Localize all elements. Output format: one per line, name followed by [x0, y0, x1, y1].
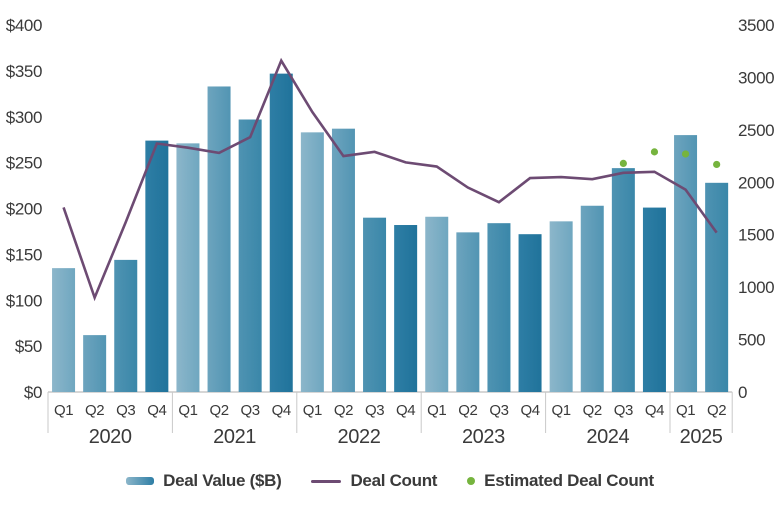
estimated-deal-count-dot: [619, 159, 627, 168]
year-label: 2021: [213, 426, 256, 448]
deal-value-bar-2022-q2: [331, 128, 355, 393]
deal-value-bar-2022-q4: [394, 225, 418, 392]
deal-value-bar-2024-q1: [549, 221, 573, 392]
estimated-deal-count-dot: [681, 150, 690, 158]
legend-item-deal-value: Deal Value ($B): [126, 471, 282, 491]
quarter-label: Q4: [396, 402, 415, 419]
right-axis-tick-label: 0: [738, 383, 747, 402]
quarter-label: Q4: [520, 402, 539, 419]
estimated-deal-count-dot: [713, 160, 721, 169]
left-axis-tick-label: $0: [24, 383, 42, 402]
deal-count-line-swatch-icon: [311, 479, 342, 483]
quarter-label: Q3: [116, 402, 135, 419]
right-axis-tick-label: 1000: [738, 278, 774, 297]
year-label: 2024: [586, 426, 629, 448]
deal-activity-chart: $0 $50 $100 $150 $200 $250 $300 $350 $400 0 500 100…: [6, 16, 775, 448]
left-axis-tick-label: $400: [6, 16, 42, 35]
left-axis-tick-label: $150: [6, 245, 42, 264]
quarter-label: Q3: [614, 402, 633, 419]
quarter-label: Q3: [489, 402, 508, 419]
right-axis-tick-label: 2000: [738, 173, 774, 192]
estimated-deal-count-dot: [650, 148, 659, 156]
deal-value-bar-2024-q2: [580, 205, 604, 392]
deal-value-bar-2021-q2: [207, 86, 231, 392]
left-axis-tick-label: $350: [6, 62, 42, 81]
deal-value-bar-2021-q1: [176, 143, 200, 392]
deal-value-bar-2020-q3: [114, 259, 138, 392]
left-axis-tick-label: $50: [15, 337, 42, 356]
right-axis-tick-label: 3000: [738, 68, 774, 87]
left-axis-tick-label: $100: [6, 291, 42, 310]
deal-count-line: [62, 57, 718, 302]
deal-value-bar-2024-q4: [642, 207, 666, 392]
left-axis-tick-label: $200: [6, 200, 42, 219]
deal-value-bar-2023-q1: [425, 216, 449, 392]
legend-label-estimated-deal-count: Estimated Deal Count: [484, 471, 654, 490]
right-axis-tick-label: 500: [738, 331, 765, 350]
deal-value-bar-swatch-icon: [126, 477, 155, 485]
quarter-label: Q1: [178, 402, 197, 419]
left-axis-tick-label: $300: [6, 108, 42, 127]
quarter-label: Q3: [241, 402, 260, 419]
quarter-label: Q2: [85, 402, 104, 419]
deal-value-bar-2021-q3: [238, 119, 262, 392]
deal-value-bar-2020-q1: [52, 268, 76, 392]
year-label: 2023: [462, 426, 505, 448]
legend-label-deal-count: Deal Count: [350, 471, 438, 490]
quarter-label: Q2: [707, 402, 726, 419]
deal-value-bar-2023-q2: [456, 232, 480, 392]
deal-value-bar-2021-q4: [269, 73, 293, 392]
quarter-label: Q4: [272, 402, 291, 419]
year-label: 2020: [89, 426, 132, 448]
chart-legend: Deal Value ($B) Deal Count Estimated Dea…: [0, 464, 780, 498]
quarter-label: Q1: [552, 402, 571, 419]
legend-item-deal-count: Deal Count: [311, 471, 437, 491]
quarter-label: Q4: [645, 402, 664, 419]
left-axis-tick-label: $250: [6, 154, 42, 173]
quarter-label: Q4: [147, 402, 166, 419]
quarter-label: Q2: [458, 402, 477, 419]
quarter-label: Q2: [334, 402, 353, 419]
deal-value-bar-2025-q1: [674, 135, 698, 392]
deal-value-bar-2023-q4: [518, 234, 542, 392]
deal-value-bar-2022-q3: [363, 217, 387, 392]
legend-item-estimated-deal-count: Estimated Deal Count: [467, 471, 654, 491]
deal-value-bar-2022-q1: [300, 132, 324, 392]
year-label: 2022: [338, 426, 381, 448]
quarter-label: Q2: [209, 402, 228, 419]
right-axis-tick-label: 1500: [738, 226, 774, 245]
quarter-label: Q2: [583, 402, 602, 419]
deal-value-bar-2025-q2: [705, 182, 729, 392]
right-axis-tick-label: 3500: [738, 16, 774, 35]
deal-value-bar-2020-q2: [83, 335, 107, 392]
estimated-deal-count-dot-swatch-icon: [467, 477, 476, 485]
deal-value-bar-2024-q3: [611, 168, 635, 392]
quarter-label: Q1: [427, 402, 446, 419]
quarter-label: Q3: [365, 402, 384, 419]
year-label: 2025: [680, 426, 723, 448]
right-axis-tick-label: 2500: [738, 121, 774, 140]
quarter-label: Q1: [303, 402, 322, 419]
quarter-label: Q1: [676, 402, 695, 419]
legend-label-deal-value: Deal Value ($B): [163, 471, 282, 490]
deal-value-bar-2023-q3: [487, 223, 511, 392]
quarter-label: Q1: [54, 402, 73, 419]
deal-value-bar-2020-q4: [145, 140, 169, 392]
